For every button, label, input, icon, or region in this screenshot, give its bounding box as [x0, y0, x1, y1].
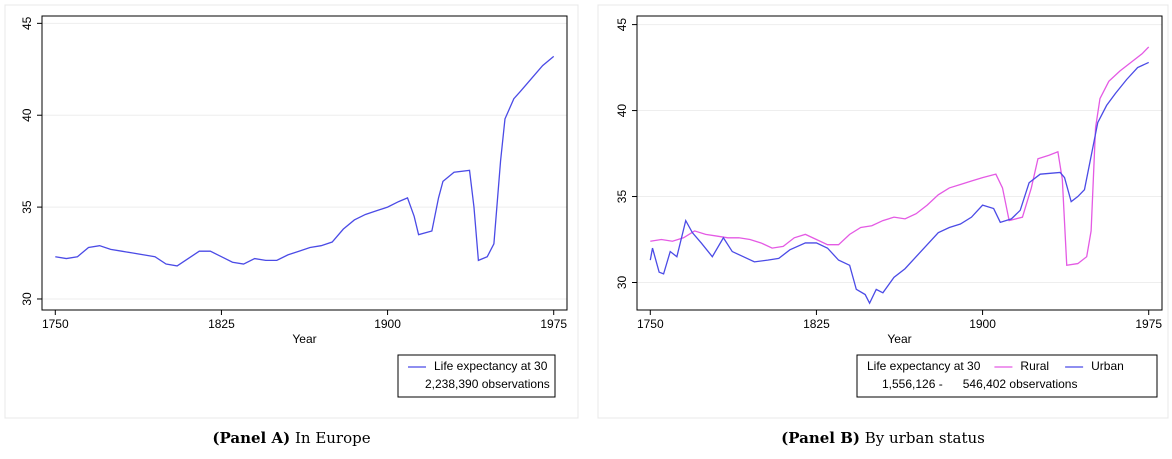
legend-note: 2,238,390 observations — [425, 377, 550, 391]
x-tick-label: 1750 — [637, 317, 664, 331]
x-tick-label: 1975 — [540, 317, 567, 331]
y-tick-label: 40 — [615, 104, 629, 118]
caption-text: By urban status — [865, 429, 985, 447]
y-tick-label: 35 — [615, 190, 629, 204]
x-tick-label: 1900 — [374, 317, 401, 331]
legend-note: 1,556,126 - — [882, 377, 943, 391]
x-tick-label: 1900 — [969, 317, 996, 331]
plot-frame — [41, 15, 568, 311]
x-tick-label: 1750 — [42, 317, 69, 331]
y-tick-label: 30 — [20, 292, 34, 306]
legend-note: 546,402 observations — [963, 377, 1078, 391]
data-line — [650, 46, 1150, 267]
data-line — [649, 61, 1149, 305]
x-tick-label: 1975 — [1135, 317, 1162, 331]
panel-frame — [4, 4, 579, 419]
y-tick-label: 45 — [615, 18, 629, 32]
legend-title: Life expectancy at 30 — [867, 359, 981, 373]
plot-frame — [636, 15, 1163, 311]
legend-label: Urban — [1091, 359, 1124, 373]
legend-box — [397, 354, 556, 398]
x-axis-label: Year — [292, 332, 316, 346]
y-tick-label: 40 — [20, 108, 34, 122]
x-tick-label: 1825 — [208, 317, 235, 331]
y-tick-label: 30 — [615, 275, 629, 289]
legend-label: Rural — [1020, 359, 1049, 373]
panel-frame — [597, 4, 1169, 419]
caption-label: (Panel B) — [781, 429, 860, 447]
caption-label: (Panel A) — [212, 429, 290, 447]
legend-box — [856, 354, 1158, 398]
x-axis-label: Year — [887, 332, 911, 346]
legend-label: Life expectancy at 30 — [434, 359, 548, 373]
caption: (Panel B) By urban status — [781, 429, 985, 447]
x-tick-label: 1825 — [803, 317, 830, 331]
caption-text: In Europe — [295, 429, 371, 447]
caption: (Panel A) In Europe — [212, 429, 370, 447]
y-tick-label: 45 — [20, 16, 34, 30]
data-line — [55, 55, 555, 267]
y-tick-label: 35 — [20, 200, 34, 214]
